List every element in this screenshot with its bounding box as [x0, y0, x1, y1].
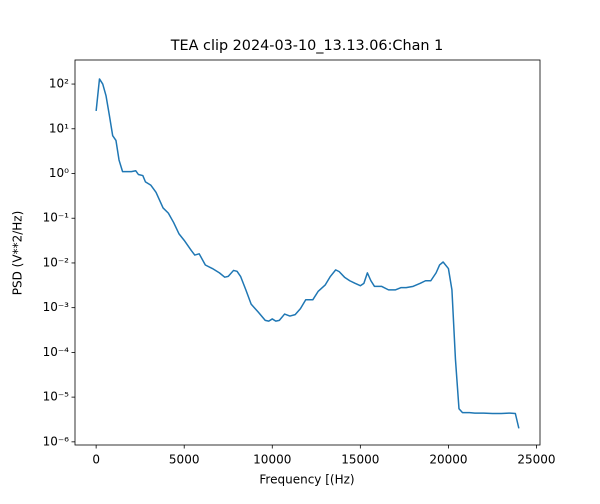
x-tick-label: 0	[92, 453, 100, 467]
y-axis-label: PSD (V**2/Hz)	[11, 211, 25, 295]
x-tick-label: 25000	[517, 453, 555, 467]
y-tick-label: 10²	[49, 77, 69, 91]
plot-frame	[74, 59, 541, 446]
x-tick-label: 10000	[253, 453, 291, 467]
y-tick-label: 10⁻³	[43, 300, 70, 314]
y-tick-label: 10⁻²	[43, 255, 70, 269]
y-tick-label: 10¹	[49, 121, 69, 135]
x-axis-label: Frequency [(Hz)	[259, 473, 354, 487]
psd-line	[95, 78, 520, 429]
y-tick-label: 10⁰	[49, 166, 69, 180]
chart-title: TEA clip 2024-03-10_13.13.06:Chan 1	[170, 38, 444, 54]
x-tick-label: 5000	[169, 453, 200, 467]
x-tick-label: 20000	[429, 453, 467, 467]
y-tick-label: 10⁻¹	[43, 211, 70, 225]
y-tick-label: 10⁻⁴	[43, 345, 70, 359]
x-tick-label: 15000	[341, 453, 379, 467]
y-tick-label: 10⁻⁶	[43, 434, 70, 448]
y-tick-label: 10⁻⁵	[43, 390, 70, 404]
